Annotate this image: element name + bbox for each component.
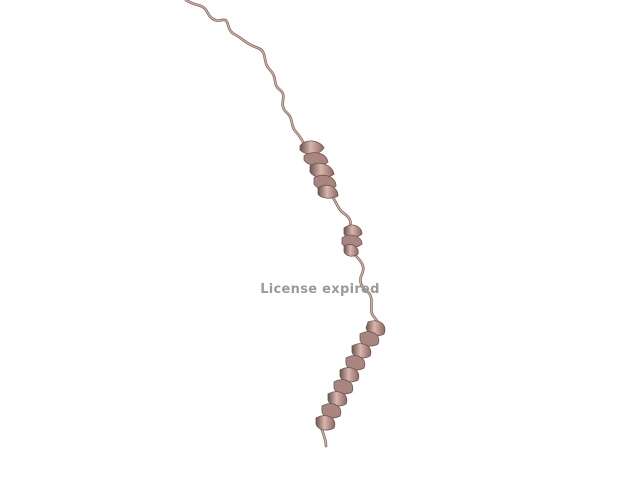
coil-segments [184, 0, 380, 448]
coil-mid-2 [352, 252, 380, 326]
coil-top-hl [185, 0, 305, 145]
helix-3 [315, 320, 386, 431]
helix-1 [299, 140, 339, 199]
coil-top [184, 0, 306, 146]
helix-2 [341, 224, 363, 257]
